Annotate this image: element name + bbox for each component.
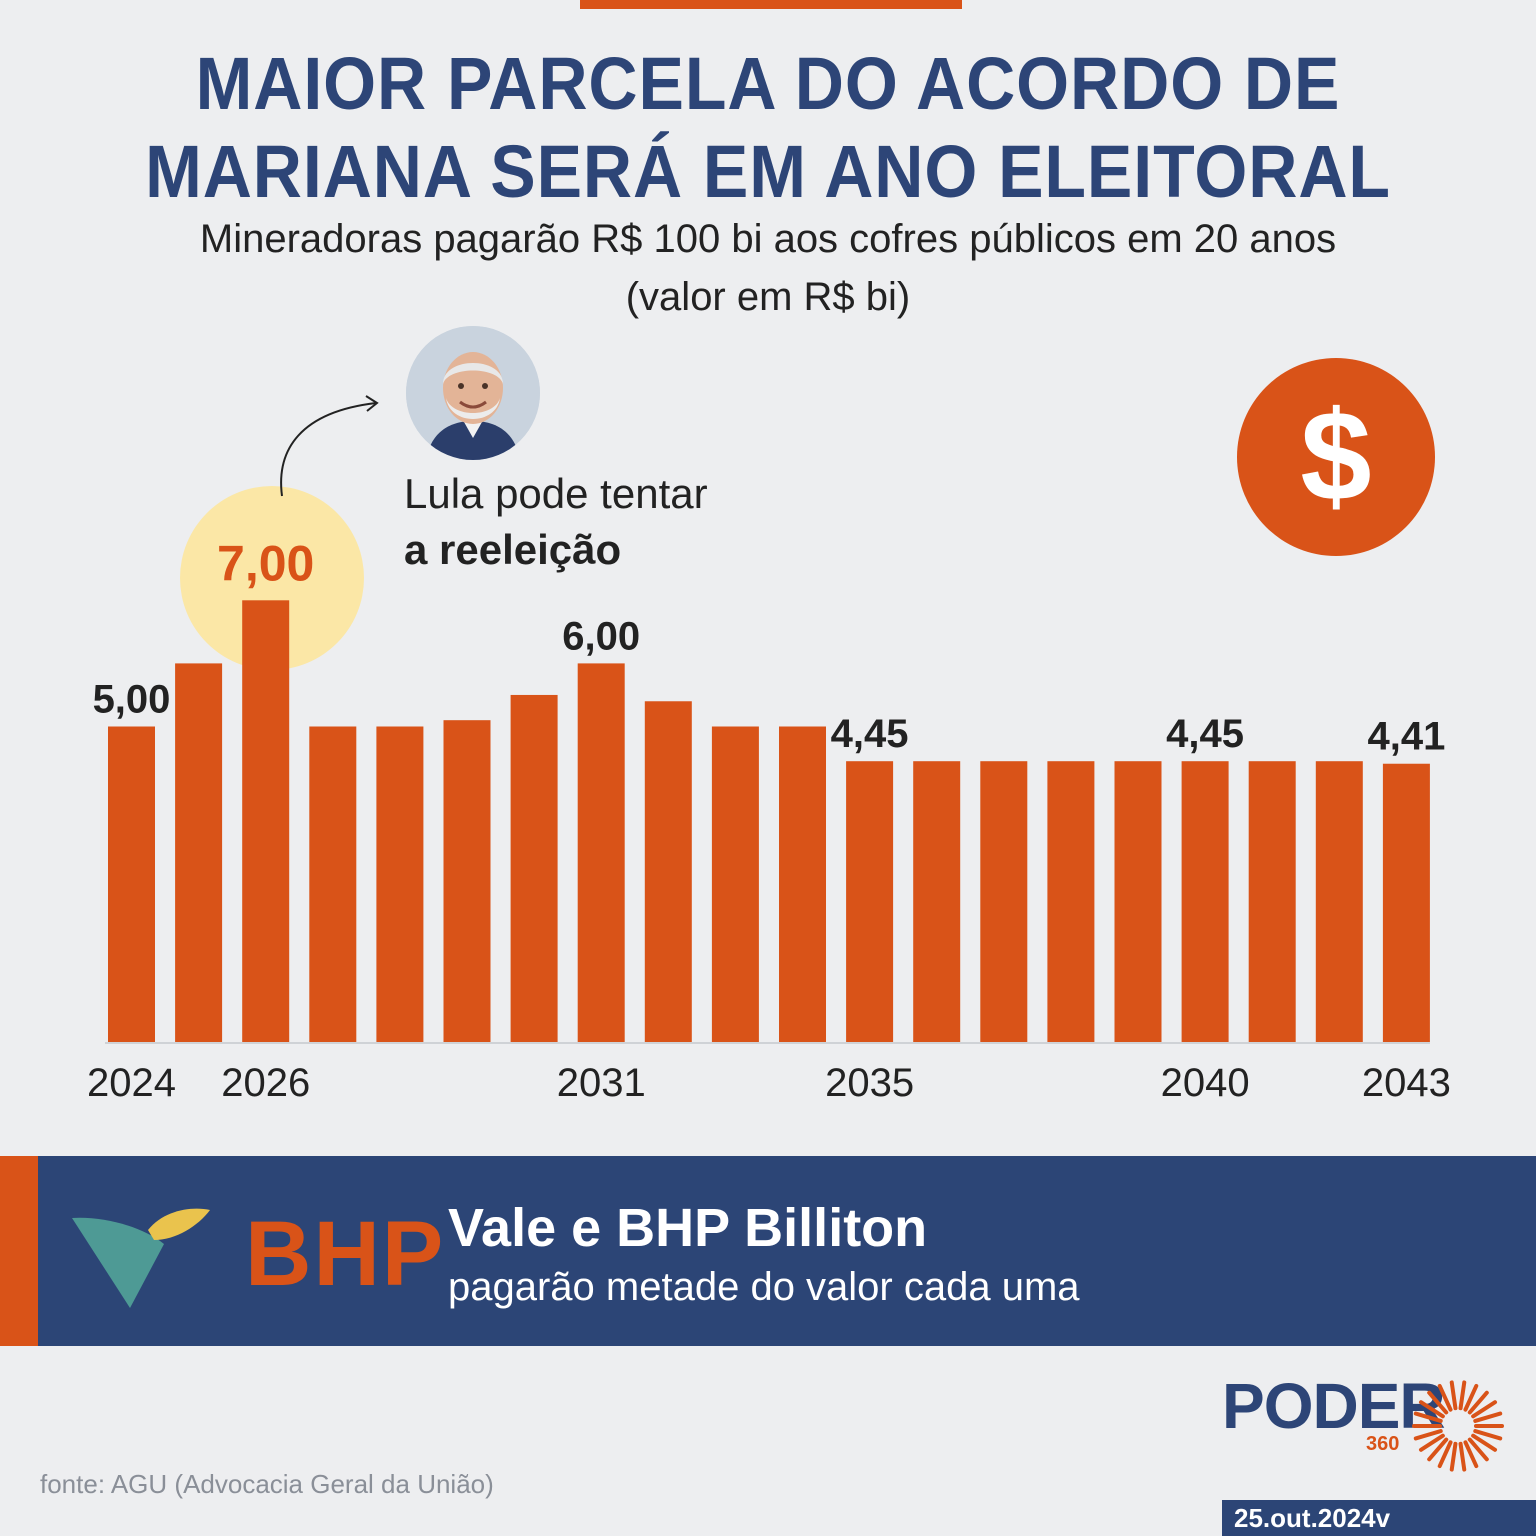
data-label-2024: 5,00 (93, 678, 171, 722)
source-note: fonte: AGU (Advocacia Geral da União) (40, 1469, 494, 1499)
publication-date: 25.out.2024v (1222, 1500, 1536, 1536)
bar-2028 (376, 726, 424, 1042)
poder360-logo-number: 360 (1366, 1433, 1400, 1455)
bar-chart: 5,00 7,00 6,00 4,45 4,45 4,41 2024 2026 2031 203… (87, 395, 1451, 1105)
banner-subtitle: pagarão metade do valor cada uma (448, 1265, 1080, 1309)
poder360-logo-text: PODER (1222, 1370, 1446, 1442)
title-line-2: MARIANA SERÁ EM ANO ELEITORAL (145, 130, 1391, 213)
bar-2038 (1047, 761, 1095, 1042)
portrait-illustration (406, 326, 540, 460)
chart-subtitle: Mineradoras pagarão R$ 100 bi aos cofres… (0, 210, 1536, 326)
top-accent-bar (580, 0, 962, 9)
bar-2030 (510, 694, 558, 1042)
bar-2027 (309, 726, 357, 1042)
portrait-photo (406, 326, 540, 460)
data-label-2026: 7,00 (217, 535, 314, 591)
bar-2029 (443, 720, 491, 1042)
bar-2042 (1315, 761, 1363, 1042)
bar-2034 (779, 726, 826, 1042)
bar-2040 (1181, 761, 1229, 1042)
bar-2036 (913, 761, 961, 1042)
banner-title: Vale e BHP Billiton (448, 1198, 928, 1258)
reelection-annotation: Lula pode tentar a reeleição (404, 466, 708, 578)
x-tick-2024: 2024 (87, 1061, 176, 1105)
bar-2039 (1114, 761, 1162, 1042)
subtitle-line-1: Mineradoras pagarão R$ 100 bi aos cofres… (199, 217, 1337, 261)
dollar-icon: $ (1237, 358, 1435, 556)
data-label-2040: 4,45 (1166, 712, 1244, 756)
title-line-1: MAIOR PARCELA DO ACORDO DE (195, 42, 1341, 125)
bar-2031 (577, 663, 625, 1042)
bar-2037 (980, 761, 1028, 1042)
bar-2033 (711, 726, 759, 1042)
data-label-2035: 4,45 (831, 712, 909, 756)
banner-accent-bar (0, 1156, 38, 1346)
bar-2035 (846, 761, 894, 1042)
annotation-line-1: Lula pode tentar (404, 470, 708, 517)
companies-banner: BHP Vale e BHP Billiton pagarão metade d… (0, 1156, 1536, 1346)
x-tick-2031: 2031 (557, 1061, 646, 1105)
annotation-arrow (280, 402, 377, 497)
subtitle-line-2: (valor em R$ bi) (625, 275, 911, 319)
x-tick-2035: 2035 (825, 1061, 914, 1105)
annotation-line-2: a reeleição (404, 526, 622, 573)
bar-2024 (108, 726, 155, 1042)
bhp-logo: BHP (245, 1203, 446, 1305)
x-tick-2026: 2026 (221, 1061, 310, 1105)
bar-2032 (644, 701, 692, 1042)
annotation-arrowhead (365, 395, 379, 412)
chart-title: MAIOR PARCELA DO ACORDO DE MARIANA SERÁ … (61, 40, 1474, 216)
data-label-2043: 4,41 (1367, 715, 1445, 759)
sunburst-icon (1412, 1380, 1504, 1472)
data-label-2031: 6,00 (562, 614, 640, 658)
bar-2041 (1248, 761, 1296, 1042)
bar-2026 (242, 600, 290, 1042)
x-tick-2043: 2043 (1362, 1061, 1451, 1105)
x-tick-2040: 2040 (1161, 1061, 1250, 1105)
bar-2025 (175, 663, 223, 1042)
bar-2043 (1382, 763, 1430, 1042)
vale-logo-icon (72, 1208, 210, 1308)
